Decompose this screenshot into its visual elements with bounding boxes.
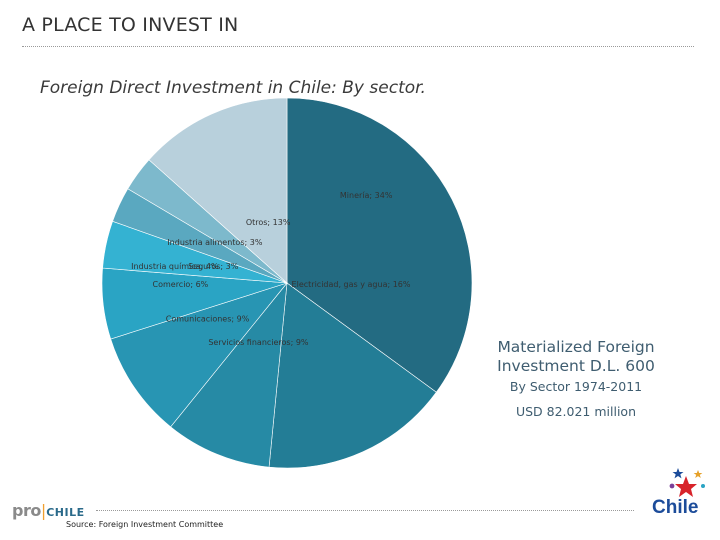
pie-label-otros: Otros; 13% [246,218,291,227]
pie-slice-comunicaciones [110,282,288,428]
pie-label-miner-a: Minería; 34% [340,191,393,200]
footer-divider [96,510,634,511]
chile-brand-logo: Chile [648,462,714,528]
chile-star-icon [669,468,705,497]
pie-label-servicios-financieros: Servicios financieros; 9% [208,338,309,347]
side-panel: Materialized Foreign Investment D.L. 600… [478,338,674,419]
pie-slice-servicios-financieros [170,282,288,468]
pie-label-electricidad-gas-y-agua: Electricidad, gas y agua; 16% [292,280,411,289]
pie-label-industria-qu-mica: Industria química; 4% [131,262,219,271]
pie-label-seguros: Seguros; 3% [188,262,239,271]
pie-slice-miner-a [286,97,473,393]
side-panel-title-line1: Materialized Foreign [497,338,655,356]
pie-label-comunicaciones: Comunicaciones; 9% [166,314,250,323]
pie-label-industria-alimentos: Industria alimentos; 3% [167,238,263,247]
side-panel-subtitle: By Sector 1974-2011 [509,379,643,394]
header-divider [22,46,694,47]
side-panel-amount: USD 82.021 million [515,404,637,419]
prochile-logo: pro|CHILE [12,501,85,520]
pie-label-comercio: Comercio; 6% [153,280,209,289]
pie-slice-otros [148,97,288,284]
page-title: A PLACE TO INVEST IN [22,14,239,36]
side-panel-title-line2: Investment D.L. 600 [497,357,655,375]
pie-slice-electricidad-gas-y-agua [268,282,437,469]
source-note: Source: Foreign Investment Committee [66,520,224,529]
chart-title: Foreign Direct Investment in Chile: By s… [40,78,426,98]
